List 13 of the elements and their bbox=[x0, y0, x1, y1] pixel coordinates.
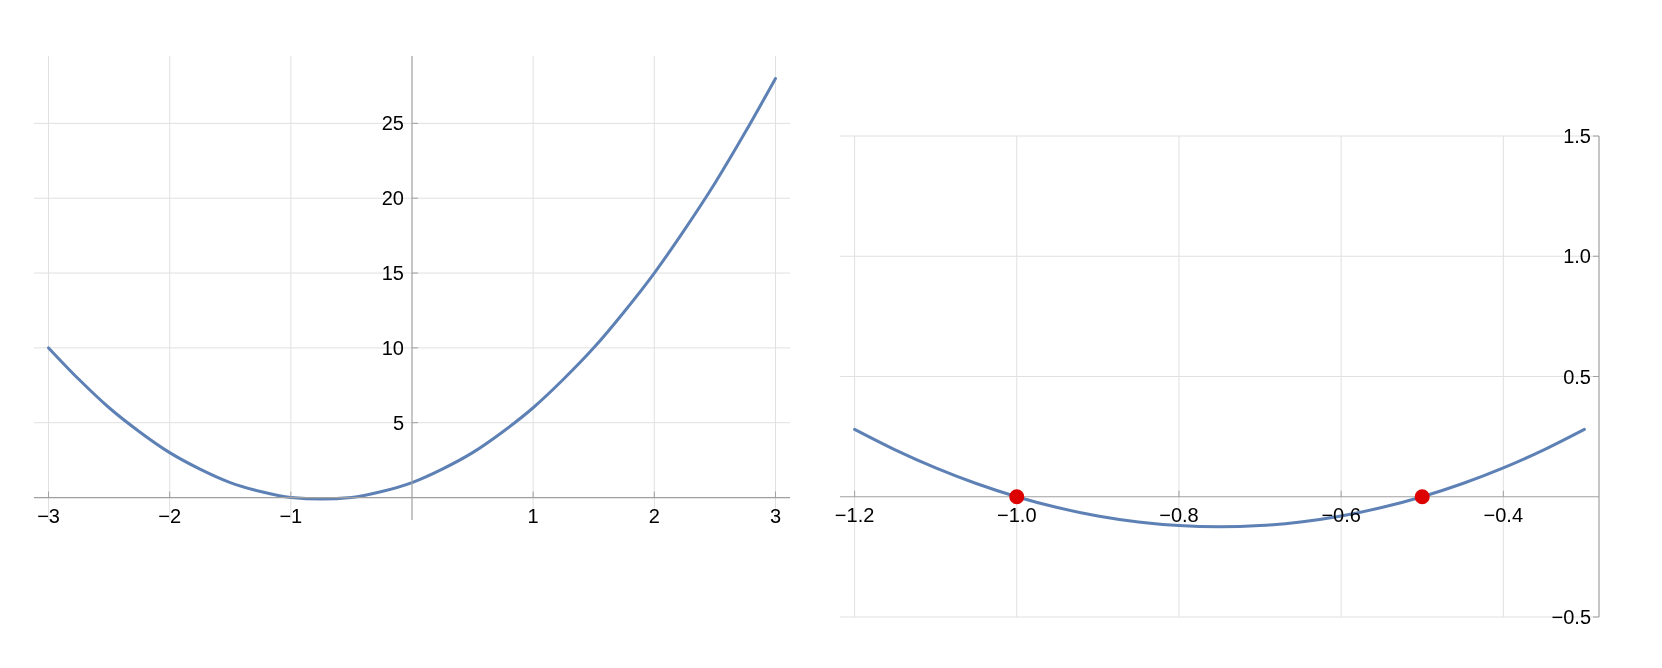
line-series bbox=[47, 76, 777, 501]
x-tick-label: −3 bbox=[37, 504, 60, 527]
x-tick-label: 1 bbox=[527, 504, 539, 527]
y-tick-label: 5 bbox=[392, 411, 404, 434]
x-tick-label: −1 bbox=[279, 504, 303, 527]
y-tick-label: 25 bbox=[381, 112, 404, 135]
x-tick-label: 2 bbox=[648, 504, 660, 527]
y-tick-label: 15 bbox=[381, 262, 404, 285]
y-tick-label: 20 bbox=[381, 187, 404, 210]
y-tick-label: 10 bbox=[381, 336, 404, 359]
y-tick-label: 1.5 bbox=[1563, 125, 1591, 148]
x-tick-label: 3 bbox=[769, 504, 782, 527]
x-tick-label: −2 bbox=[158, 504, 182, 527]
